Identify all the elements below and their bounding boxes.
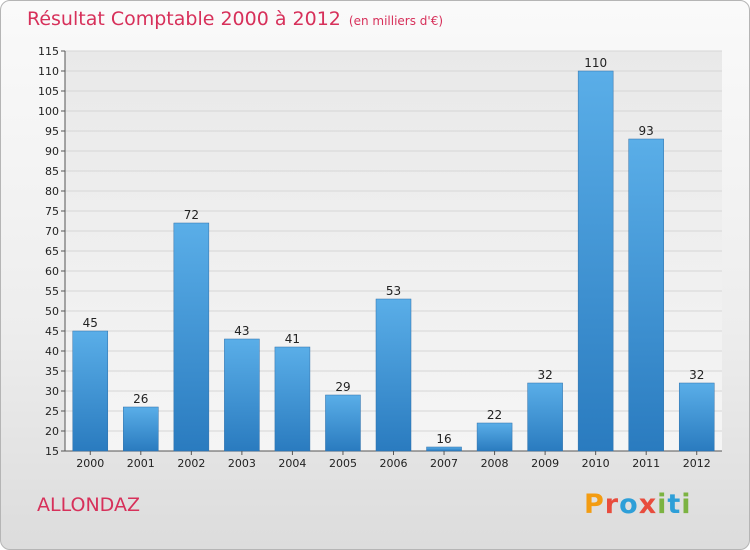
data-label: 53 <box>386 284 401 298</box>
bar <box>173 222 210 452</box>
x-tick-label: 2012 <box>683 457 711 470</box>
logo-letter: i <box>657 489 668 520</box>
data-label: 26 <box>133 392 148 406</box>
logo-letter: P <box>584 489 605 520</box>
y-tick-label: 90 <box>45 145 59 158</box>
bar <box>476 422 513 452</box>
y-tick-label: 20 <box>45 425 59 438</box>
y-tick-label: 25 <box>45 405 59 418</box>
bar <box>426 446 462 452</box>
y-tick-label: 110 <box>38 65 59 78</box>
x-tick-label: 2008 <box>481 457 509 470</box>
y-tick-label: 65 <box>45 245 59 258</box>
x-tick-label: 2007 <box>430 457 458 470</box>
y-tick-label: 60 <box>45 265 59 278</box>
data-label: 45 <box>83 316 98 330</box>
title-text: Résultat Comptable 2000 à 2012 <box>27 8 341 30</box>
logo-letter: i <box>681 489 692 520</box>
x-tick-label: 2003 <box>228 457 256 470</box>
data-label: 72 <box>184 208 199 222</box>
y-tick-label: 50 <box>45 305 59 318</box>
y-tick-label: 95 <box>45 125 59 138</box>
x-tick-label: 2002 <box>177 457 205 470</box>
data-label: 110 <box>584 56 607 70</box>
bar <box>527 382 563 452</box>
y-tick-label: 35 <box>45 365 59 378</box>
data-label: 32 <box>689 368 704 382</box>
x-tick-label: 2010 <box>582 457 610 470</box>
bar <box>72 330 109 452</box>
data-label: 41 <box>285 332 300 346</box>
y-tick-label: 70 <box>45 225 59 238</box>
data-label: 22 <box>487 408 502 422</box>
bar <box>577 70 614 452</box>
logo-letter: x <box>638 489 658 520</box>
y-tick-label: 80 <box>45 185 59 198</box>
bar <box>325 394 361 452</box>
x-tick-label: 2001 <box>127 457 155 470</box>
y-tick-label: 30 <box>45 385 59 398</box>
x-tick-label: 2006 <box>380 457 408 470</box>
y-tick-label: 100 <box>38 105 59 118</box>
y-tick-label: 75 <box>45 205 59 218</box>
bar <box>123 406 159 452</box>
data-label: 93 <box>639 124 654 138</box>
bar <box>224 338 260 452</box>
chart-title: Résultat Comptable 2000 à 2012 (en millie… <box>27 8 443 30</box>
bar <box>678 382 715 452</box>
y-tick-label: 15 <box>45 445 59 458</box>
logo-letter: r <box>604 489 620 520</box>
x-tick-label: 2009 <box>531 457 559 470</box>
y-tick-label: 85 <box>45 165 59 178</box>
location-label: ALLONDAZ <box>37 494 140 516</box>
data-label: 16 <box>436 432 451 446</box>
data-label: 29 <box>335 380 350 394</box>
y-tick-label: 40 <box>45 345 59 358</box>
x-tick-label: 2011 <box>632 457 660 470</box>
data-label: 32 <box>537 368 552 382</box>
proxiti-logo[interactable]: Proxiti <box>584 489 692 520</box>
x-tick-label: 2005 <box>329 457 357 470</box>
y-tick-label: 55 <box>45 285 59 298</box>
y-tick-label: 45 <box>45 325 59 338</box>
bar <box>274 346 311 452</box>
bar <box>628 138 664 452</box>
y-tick-label: 105 <box>38 85 59 98</box>
x-tick-label: 2000 <box>76 457 104 470</box>
logo-letter: t <box>667 489 682 520</box>
chart-subtitle: (en milliers d'€) <box>348 14 444 28</box>
y-tick-label: 115 <box>38 45 59 58</box>
data-label: 43 <box>234 324 249 338</box>
x-tick-label: 2004 <box>278 457 306 470</box>
logo-letter: o <box>619 489 639 520</box>
bar <box>375 298 412 452</box>
